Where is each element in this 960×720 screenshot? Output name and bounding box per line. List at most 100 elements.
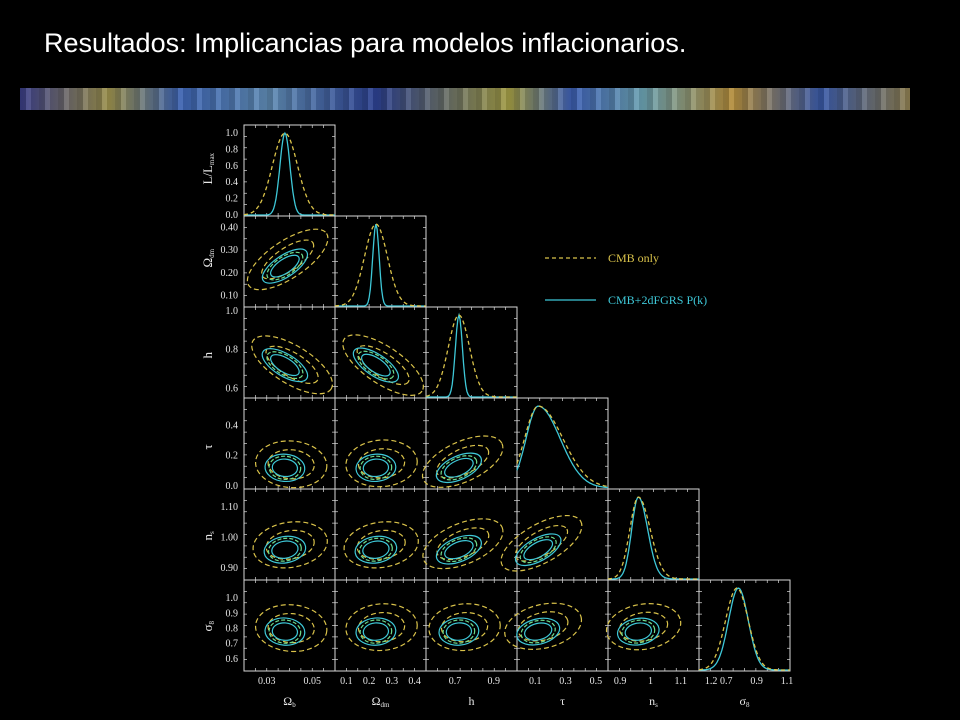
- panel-4-4: [607, 488, 700, 581]
- panel-1-1: [334, 215, 427, 308]
- likelihood-cmb-only-1: [334, 223, 426, 307]
- contour-cmb-2df-3-1: [355, 453, 397, 483]
- contour-cmb-only-4-1: [343, 521, 419, 569]
- xtick-label: 0.9: [614, 676, 627, 687]
- ylabel-3: τ: [200, 444, 215, 449]
- contour-cmb-only-3-2: [436, 444, 490, 479]
- xtick-label: 0.05: [304, 676, 322, 687]
- contour-cmb-only-4-2: [422, 518, 504, 570]
- ytick-label: 1.0: [226, 306, 239, 317]
- ylabel-diagonal: L/Lmax: [200, 152, 216, 184]
- ytick-label: 0.6: [226, 654, 239, 665]
- panel-4-0: [243, 488, 336, 581]
- xtick-label: 0.5: [590, 676, 603, 687]
- contour-cmb-2df-5-0: [271, 622, 299, 641]
- contour-cmb-only-5-2: [428, 603, 501, 652]
- legend-label-cmb-2df: CMB+2dFGRS P(k): [608, 293, 707, 307]
- panel-1-0: [243, 215, 336, 308]
- xtick-label: 1.1: [781, 676, 794, 687]
- xtick-label: 0.9: [488, 676, 501, 687]
- xtick-label: 0.7: [449, 676, 462, 687]
- contour-cmb-2df-4-3: [519, 536, 557, 564]
- ytick-label: 1.0: [226, 593, 239, 604]
- contour-cmb-2df-4-2: [444, 540, 474, 560]
- ytick-label: 0.2: [226, 451, 239, 462]
- slide-title: Resultados: Implicancias para modelos in…: [44, 28, 687, 58]
- contour-cmb-only-3-0: [254, 440, 328, 489]
- contour-cmb-2df-4-2: [440, 537, 478, 563]
- xtick-label: 0.03: [258, 676, 276, 687]
- xtick-label: 0.3: [386, 676, 399, 687]
- xtick-label: 0.9: [750, 676, 763, 687]
- ytick-label: 0.40: [221, 222, 239, 233]
- xlabel-5: σ8: [740, 694, 750, 709]
- ytick-label: 1.00: [221, 533, 239, 544]
- xtick-label: 1: [648, 676, 653, 687]
- panel-4-1: [334, 488, 427, 581]
- ylabel-4: ns: [200, 531, 216, 541]
- xtick-label: 0.4: [408, 676, 421, 687]
- contour-cmb-2df-5-2: [445, 622, 473, 641]
- contour-cmb-2df-3-0: [271, 458, 299, 478]
- contour-cmb-2df-5-1: [362, 622, 390, 641]
- contour-cmb-2df-3-1: [362, 458, 390, 478]
- contour-cmb-2df-4-0: [271, 540, 299, 559]
- likelihood-cmb-only-4: [607, 496, 699, 580]
- cmb-map-banner: [20, 88, 910, 110]
- xlabel-3: τ: [560, 694, 565, 708]
- contour-cmb-only-4-2: [436, 527, 490, 561]
- ytick-label: 0.10: [221, 291, 239, 302]
- ytick-label: 0.6: [226, 161, 239, 172]
- contour-cmb-only-5-4: [618, 611, 669, 642]
- contour-cmb-2df-2-1: [357, 350, 395, 380]
- panel-5-4: [605, 579, 700, 672]
- contour-cmb-2df-3-2: [444, 457, 474, 478]
- panel-5-1: [334, 579, 427, 672]
- contour-cmb-2df-5-2: [442, 619, 476, 644]
- likelihood-cmb-only-2: [425, 314, 517, 398]
- xtick-label: 0.1: [340, 676, 353, 687]
- contour-cmb-2df-2-1: [352, 347, 400, 383]
- panel-5-2: [425, 579, 518, 672]
- contour-cmb-2df-5-1: [359, 619, 393, 644]
- contour-cmb-only-2-0: [251, 335, 334, 395]
- contour-cmb-2df-5-3: [520, 619, 556, 644]
- contour-cmb-2df-2-1: [361, 353, 391, 377]
- contour-cmb-2df-4-0: [267, 537, 302, 562]
- ylabel-5: σ8: [200, 620, 216, 631]
- panel-3-2: [421, 397, 518, 490]
- xtick-label: 0.1: [529, 676, 542, 687]
- panel-2-2: [425, 306, 518, 399]
- ytick-label: 0.4: [226, 177, 239, 188]
- contour-cmb-2df-5-1: [355, 617, 397, 646]
- ytick-label: 0.20: [221, 268, 239, 279]
- contour-cmb-only-4-3: [500, 514, 583, 572]
- contour-cmb-2df-3-1: [359, 455, 393, 481]
- contour-cmb-2df-5-4: [624, 622, 653, 641]
- contour-cmb-2df-3-2: [440, 455, 478, 481]
- ytick-label: 0.4: [226, 420, 239, 431]
- contour-cmb-only-5-0: [254, 604, 328, 653]
- likelihood-cmb-2df-4: [608, 496, 699, 580]
- contour-cmb-2df-3-0: [264, 453, 306, 483]
- contour-cmb-only-5-2: [440, 611, 489, 643]
- contour-cmb-only-5-1: [357, 611, 406, 643]
- likelihood-cmb-2df-3: [516, 405, 609, 489]
- contour-cmb-2df-3-2: [435, 452, 483, 484]
- xtick-label: 1.2: [705, 676, 718, 687]
- ytick-label: 0.7: [226, 639, 239, 650]
- panel-2-1: [334, 306, 427, 399]
- contour-cmb-2df-2-0: [261, 348, 309, 383]
- ytick-label: 0.6: [226, 383, 239, 394]
- likelihood-cmb-2df-0: [244, 131, 335, 216]
- ytick-label: 0.0: [226, 481, 239, 492]
- ytick-label: 0.2: [226, 194, 239, 205]
- contour-cmb-only-5-3: [517, 611, 569, 642]
- contour-cmb-only-3-1: [345, 439, 418, 488]
- panel-3-0: [243, 397, 336, 490]
- likelihood-cmb-only-3: [516, 405, 609, 488]
- panel-5-0: [243, 579, 336, 672]
- contour-cmb-only-5-1: [345, 603, 418, 652]
- contour-cmb-2df-3-0: [268, 455, 302, 481]
